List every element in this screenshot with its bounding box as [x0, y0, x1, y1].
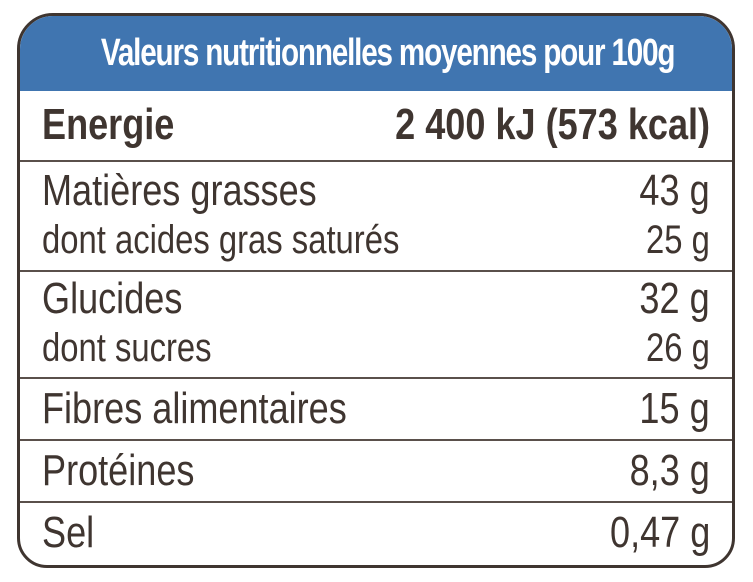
row-fibres: Fibres alimentaires 15 g	[42, 384, 710, 434]
row-value: 2 400 kJ (573 kcal)	[395, 100, 710, 149]
row-energie: Energie 2 400 kJ (573 kcal)	[42, 100, 710, 150]
divider	[20, 377, 732, 379]
row-value: 25 g	[646, 218, 710, 262]
row-label: Energie	[42, 100, 175, 149]
row-sel: Sel 0,47 g	[42, 508, 710, 558]
divider	[20, 439, 732, 441]
divider	[20, 160, 732, 162]
row-value: 8,3 g	[629, 446, 710, 495]
row-proteines: Protéines 8,3 g	[42, 446, 710, 496]
row-label: Protéines	[42, 446, 195, 495]
nutrition-facts-panel: Valeurs nutritionnelles moyennes pour 10…	[17, 13, 735, 568]
row-value: 26 g	[646, 326, 710, 370]
row-value: 15 g	[639, 384, 710, 433]
row-label: dont sucres	[42, 326, 212, 370]
divider	[20, 501, 732, 503]
row-label: dont acides gras saturés	[42, 218, 400, 262]
divider	[20, 270, 732, 272]
row-value: 43 g	[639, 166, 710, 215]
nutrition-header: Valeurs nutritionnelles moyennes pour 10…	[20, 16, 732, 91]
row-acides-gras-satures: dont acides gras saturés 25 g	[42, 218, 710, 263]
row-label: Sel	[42, 508, 95, 557]
row-label: Glucides	[42, 274, 183, 323]
row-value: 32 g	[639, 274, 710, 323]
row-matieres-grasses: Matières grasses 43 g	[42, 166, 710, 216]
row-label: Fibres alimentaires	[42, 384, 347, 433]
row-glucides: Glucides 32 g	[42, 274, 710, 324]
row-value: 0,47 g	[609, 508, 710, 557]
row-label: Matières grasses	[42, 166, 317, 215]
row-sucres: dont sucres 26 g	[42, 326, 710, 371]
nutrition-title: Valeurs nutritionnelles moyennes pour 10…	[100, 32, 676, 74]
